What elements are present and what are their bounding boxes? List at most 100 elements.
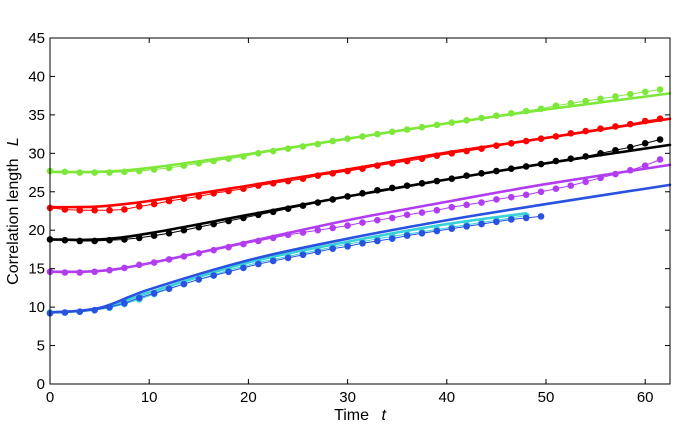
data-point xyxy=(433,177,441,185)
x-tick-label: 30 xyxy=(339,389,356,406)
data-point xyxy=(121,236,128,243)
data-point xyxy=(418,180,426,187)
data-point xyxy=(210,190,217,197)
data-point xyxy=(284,177,292,185)
data-point xyxy=(493,167,500,175)
data-point xyxy=(567,182,575,189)
data-point xyxy=(106,206,113,214)
data-point xyxy=(121,299,128,307)
data-point xyxy=(135,167,143,175)
data-point xyxy=(210,272,217,279)
y-axis: 0 5 10 15 20 25 30 35 40 45 xyxy=(28,30,670,393)
data-point xyxy=(165,164,173,172)
data-point xyxy=(641,88,649,96)
data-point xyxy=(210,220,217,228)
data-point xyxy=(299,175,307,183)
data-point xyxy=(269,234,277,242)
fit-line xyxy=(48,163,672,274)
data-point xyxy=(91,206,98,214)
data-point xyxy=(91,169,98,176)
data-point xyxy=(76,169,84,176)
data-point xyxy=(76,206,84,214)
data-point xyxy=(537,213,545,220)
data-point xyxy=(180,162,188,169)
data-point xyxy=(612,146,619,154)
data-point xyxy=(359,165,366,173)
data-point xyxy=(374,162,381,169)
y-axis-label: Correlation length L xyxy=(5,137,22,285)
data-point xyxy=(299,251,307,259)
y-tick-label: 5 xyxy=(37,338,45,355)
data-point xyxy=(612,93,619,100)
data-point xyxy=(641,140,649,147)
data-point xyxy=(150,289,158,297)
data-point xyxy=(344,167,351,175)
data-point xyxy=(418,123,426,131)
data-point xyxy=(314,172,322,179)
data-point xyxy=(448,203,456,211)
data-point xyxy=(135,261,143,269)
y-axis-label-symbol: L xyxy=(5,137,22,146)
data-point xyxy=(656,115,664,123)
data-point xyxy=(448,225,456,232)
data-point xyxy=(359,239,366,247)
data-point xyxy=(61,236,69,244)
data-point xyxy=(195,276,203,283)
data-point xyxy=(359,133,366,140)
data-point xyxy=(150,259,158,266)
data-point xyxy=(418,155,426,163)
data-point xyxy=(135,234,143,242)
data-point xyxy=(106,236,113,244)
data-point xyxy=(344,243,351,250)
data-point xyxy=(388,184,396,192)
data-point xyxy=(537,188,545,196)
data-point xyxy=(225,217,232,225)
data-point xyxy=(403,232,411,239)
data-point xyxy=(329,137,337,145)
data-point xyxy=(507,165,515,173)
data-point xyxy=(359,190,366,197)
data-point xyxy=(225,187,232,195)
data-point xyxy=(641,117,649,125)
data-point xyxy=(61,269,69,276)
data-point xyxy=(255,150,262,157)
data-point xyxy=(121,264,128,272)
y-axis-label-name: Correlation length xyxy=(5,159,22,285)
data-point xyxy=(567,155,575,163)
data-point xyxy=(478,170,485,177)
data-point xyxy=(388,235,396,242)
data-point xyxy=(478,114,485,122)
data-point xyxy=(388,214,396,222)
data-line xyxy=(49,215,542,314)
data-point xyxy=(403,157,411,165)
data-point xyxy=(597,95,604,103)
data-point xyxy=(359,219,366,226)
data-point xyxy=(433,206,441,214)
data-line xyxy=(50,215,527,313)
data-point xyxy=(269,257,277,265)
y-tick-label: 35 xyxy=(28,107,45,124)
data-point xyxy=(76,269,84,276)
data-point xyxy=(582,97,589,105)
data-point xyxy=(91,306,98,314)
data-point xyxy=(329,196,337,203)
data-point xyxy=(433,227,441,235)
x-tick-label: 60 xyxy=(637,389,654,406)
data-point xyxy=(597,150,604,157)
data-point xyxy=(61,206,69,213)
data-point xyxy=(522,214,530,222)
y-tick-label: 45 xyxy=(28,30,45,47)
data-point xyxy=(314,199,322,206)
data-point xyxy=(374,237,381,245)
series-3 xyxy=(46,156,672,276)
x-tick-label: 20 xyxy=(240,389,257,406)
data-point xyxy=(507,110,515,117)
data-point xyxy=(210,157,217,165)
data-point xyxy=(463,223,470,230)
data-point xyxy=(314,226,322,234)
data-point xyxy=(240,264,247,272)
data-point xyxy=(150,232,158,239)
data-point xyxy=(463,147,470,155)
data-point xyxy=(299,229,307,236)
